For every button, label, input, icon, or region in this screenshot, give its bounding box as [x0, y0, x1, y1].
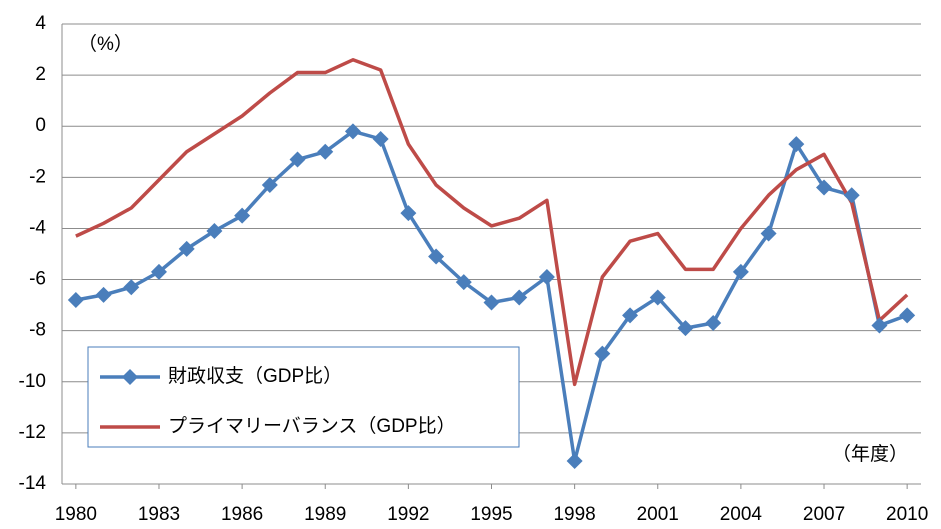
- x-tick-label: 1995: [470, 504, 512, 525]
- x-tick-label: 1989: [304, 504, 346, 525]
- legend-label: 財政収支（GDP比）: [168, 365, 342, 387]
- point: [677, 320, 694, 337]
- point: [705, 315, 722, 331]
- point: [344, 123, 361, 140]
- point: [843, 187, 860, 204]
- point: [178, 240, 195, 257]
- y-tick-label: 4: [35, 13, 46, 34]
- x-tick-label: 1992: [387, 504, 429, 525]
- x-tick-label: 2007: [803, 504, 845, 525]
- y-tick-label: -8: [29, 320, 46, 341]
- legend-label: プライマリーバランス（GDP比）: [168, 415, 456, 437]
- point: [206, 223, 223, 239]
- plot: -14 -12 -10 -8 -6 -4 -2 0 2 4 1980 1983 1986 1989 1992…: [19, 13, 929, 525]
- x-tick-label: 1980: [55, 504, 97, 525]
- point: [538, 269, 555, 285]
- x-tick-label: 1998: [553, 504, 595, 525]
- y-tick-label: -12: [19, 422, 46, 443]
- point: [317, 143, 334, 160]
- x-tick-label: 2004: [720, 504, 763, 525]
- point: [95, 286, 112, 303]
- point: [67, 292, 84, 308]
- y-unit-label: （%）: [78, 33, 133, 55]
- point: [899, 307, 916, 324]
- x-tick-label: 2010: [886, 504, 928, 525]
- point: [234, 207, 251, 224]
- x-tick-label: 2001: [637, 504, 679, 525]
- point: [788, 136, 805, 153]
- point: [622, 307, 639, 324]
- legend-box: [87, 346, 520, 448]
- point: [428, 248, 445, 265]
- point: [289, 151, 306, 168]
- point: [150, 263, 167, 280]
- point: [261, 177, 278, 193]
- point: [594, 345, 611, 362]
- x-tick-label: 1986: [221, 504, 263, 525]
- y-tick-label: -14: [19, 473, 47, 494]
- point: [760, 225, 777, 242]
- x-unit-label: （年度）: [832, 443, 908, 465]
- point: [483, 294, 500, 311]
- point: [372, 131, 389, 147]
- point: [511, 289, 528, 306]
- point: [732, 263, 749, 280]
- y-tick-label: -2: [29, 166, 46, 187]
- y-tick-label: 2: [35, 64, 46, 85]
- series-line: [75, 58, 909, 387]
- point: [400, 205, 417, 222]
- point: [123, 279, 140, 296]
- point: [816, 179, 833, 196]
- y-tick-label: -10: [19, 371, 46, 392]
- y-tick-label: 0: [35, 115, 46, 136]
- legend-marker: [122, 369, 138, 385]
- point: [649, 289, 666, 306]
- point: [871, 317, 888, 334]
- x-tick-label: 1983: [138, 504, 180, 525]
- point: [455, 274, 472, 291]
- y-tick-label: -6: [29, 269, 46, 290]
- y-tick-label: -4: [29, 217, 46, 238]
- point: [566, 453, 583, 469]
